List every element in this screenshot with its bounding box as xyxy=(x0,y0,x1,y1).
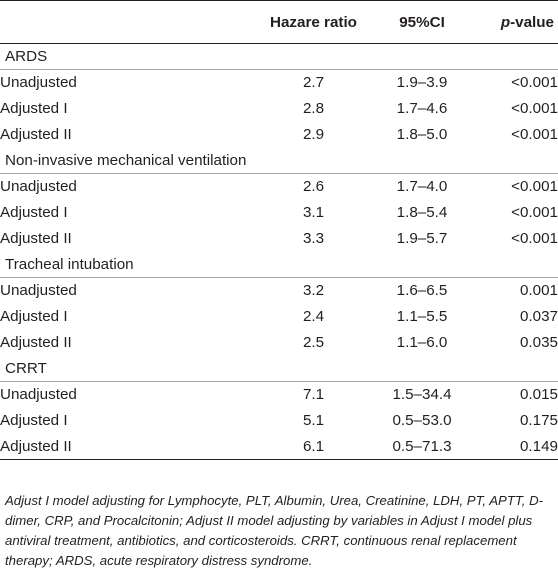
ci-cell: 1.8–5.0 xyxy=(396,126,448,143)
hazard-ratio-cell: 2.8 xyxy=(302,100,325,117)
p-value-cell: 0.035 xyxy=(519,334,558,351)
table-row: Unadjusted 7.1 1.5–34.4 0.015 xyxy=(0,382,558,408)
row-label: Adjusted II xyxy=(0,230,72,247)
header-p-value-text: value xyxy=(515,13,554,31)
row-label: Adjusted I xyxy=(0,412,68,429)
hazard-ratio-cell: 2.7 xyxy=(302,74,325,92)
group-row: Non-invasive mechanical ventilation xyxy=(0,147,558,174)
hazard-ratio-cell: 5.1 xyxy=(302,412,325,429)
row-label: Unadjusted xyxy=(0,178,77,196)
p-value-cell: 0.015 xyxy=(519,386,558,404)
ci-cell: 1.5–34.4 xyxy=(392,386,452,404)
ci-cell: 1.1–6.0 xyxy=(396,334,448,351)
table-row: Unadjusted 3.2 1.6–6.5 0.001 xyxy=(0,278,558,304)
group-row: ARDS xyxy=(0,43,558,70)
hazard-ratio-cell: 6.1 xyxy=(255,433,372,460)
table-row: Adjusted II 2.5 1.1–6.0 0.035 xyxy=(0,330,558,356)
ci-cell: 1.6–6.5 xyxy=(396,282,448,300)
row-label: Adjusted I xyxy=(0,100,68,117)
hazard-ratio-cell: 2.6 xyxy=(302,178,325,196)
group-row: CRRT xyxy=(0,355,558,382)
table-row: Adjusted II 6.1 0.5–71.3 0.149 xyxy=(0,433,558,460)
ci-cell: 1.1–5.5 xyxy=(396,308,448,325)
p-value-cell: 0.149 xyxy=(472,433,558,460)
header-blank xyxy=(0,0,255,44)
header-hazard-ratio: Hazare ratio xyxy=(255,0,372,44)
p-value-cell: <0.001 xyxy=(511,126,558,143)
ci-cell: 1.9–3.9 xyxy=(396,74,448,92)
row-label: Unadjusted xyxy=(0,282,77,300)
p-value-cell: 0.037 xyxy=(519,308,558,325)
p-value-cell: 0.175 xyxy=(519,412,558,429)
ci-cell: 1.7–4.6 xyxy=(396,100,448,117)
row-label: Adjusted I xyxy=(0,204,68,221)
table-row: Adjusted I 2.8 1.7–4.6 <0.001 xyxy=(0,96,558,122)
table-row: Unadjusted 2.7 1.9–3.9 <0.001 xyxy=(0,70,558,96)
row-label: Unadjusted xyxy=(0,74,77,92)
table-row: Adjusted II 2.9 1.8–5.0 <0.001 xyxy=(0,122,558,148)
ci-cell: 0.5–53.0 xyxy=(392,412,452,429)
group-label: Tracheal intubation xyxy=(0,251,558,278)
table-row: Adjusted I 3.1 1.8–5.4 <0.001 xyxy=(0,200,558,226)
hazard-ratio-cell: 2.4 xyxy=(302,308,325,325)
header-p-value: p-value xyxy=(472,0,558,44)
row-label: Adjusted II xyxy=(0,334,72,351)
p-value-cell: <0.001 xyxy=(511,100,558,117)
table-footnote: Adjust I model adjusting for Lymphocyte,… xyxy=(5,493,543,568)
header-row: Hazare ratio 95%CI p-value xyxy=(0,0,558,44)
hazard-ratio-cell: 3.2 xyxy=(302,282,325,300)
table-row: Adjusted II 3.3 1.9–5.7 <0.001 xyxy=(0,226,558,252)
p-value-cell: 0.001 xyxy=(519,282,558,300)
hazard-ratio-cell: 3.3 xyxy=(302,230,325,247)
ci-cell: 1.8–5.4 xyxy=(396,204,448,221)
p-value-cell: <0.001 xyxy=(511,204,558,221)
p-value-cell: <0.001 xyxy=(511,74,558,92)
header-ci: 95%CI xyxy=(372,0,472,44)
table-row: Unadjusted 2.6 1.7–4.0 <0.001 xyxy=(0,174,558,200)
ci-cell: 1.9–5.7 xyxy=(396,230,448,247)
ci-cell: 1.7–4.0 xyxy=(396,178,448,196)
table-row: Adjusted I 5.1 0.5–53.0 0.175 xyxy=(0,408,558,434)
hazard-ratio-cell: 3.1 xyxy=(302,204,325,221)
p-value-cell: <0.001 xyxy=(511,230,558,247)
hazard-ratio-cell: 2.5 xyxy=(302,334,325,351)
results-table: Hazare ratio 95%CI p-value ARDS Unadjuste… xyxy=(0,0,558,460)
p-value-cell: <0.001 xyxy=(511,178,558,196)
row-label: Unadjusted xyxy=(0,386,77,404)
group-row: Tracheal intubation xyxy=(0,251,558,278)
hazard-ratio-cell: 2.9 xyxy=(302,126,325,143)
group-label: ARDS xyxy=(0,43,558,70)
group-label: Non-invasive mechanical ventilation xyxy=(0,147,558,174)
table-row: Adjusted I 2.4 1.1–5.5 0.037 xyxy=(0,304,558,330)
ci-cell: 0.5–71.3 xyxy=(372,433,472,460)
row-label: Adjusted II xyxy=(0,433,255,460)
table-body: ARDS Unadjusted 2.7 1.9–3.9 <0.001 Adjusted I… xyxy=(0,43,558,460)
row-label: Adjusted II xyxy=(0,126,72,143)
hazard-ratio-cell: 7.1 xyxy=(302,386,325,404)
row-label: Adjusted I xyxy=(0,308,68,325)
header-p-italic: p xyxy=(500,13,511,31)
group-label: CRRT xyxy=(0,355,558,382)
